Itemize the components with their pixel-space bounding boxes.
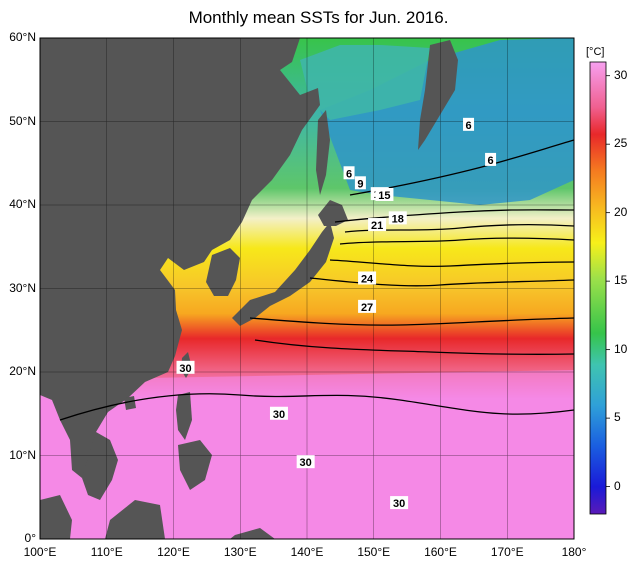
map-frame xyxy=(39,37,575,540)
contour-9 xyxy=(334,209,575,223)
lat-label: 20°N xyxy=(9,364,36,378)
lon-label: 130°E xyxy=(223,545,257,559)
contour-label-bg xyxy=(390,496,409,510)
contour-label-bg xyxy=(388,211,407,225)
map-title: Monthly mean SSTs for Jun. 2016. xyxy=(188,8,449,27)
colorbar-tick-label: 15 xyxy=(614,273,628,288)
contour-label: 6 xyxy=(465,120,471,132)
lon-label: 100°E xyxy=(23,545,57,559)
lon-label: 110°E xyxy=(90,545,123,559)
contour-label-bg xyxy=(358,271,377,285)
lon-label: 180° xyxy=(561,545,587,559)
contour-15 xyxy=(339,237,575,245)
contour-label: 30 xyxy=(273,409,285,421)
colorbar-tick-label: 20 xyxy=(614,204,628,219)
indochina-coast xyxy=(82,432,118,500)
contour-24 xyxy=(249,317,575,326)
contour-label-bg xyxy=(354,176,366,190)
lon-label: 160°E xyxy=(424,545,457,559)
lat-label: 0° xyxy=(24,531,36,545)
contour-label-bg xyxy=(485,152,497,166)
contour-label: 21 xyxy=(371,220,383,232)
colorbar-tick-label: 25 xyxy=(614,136,628,151)
contour-label-bg xyxy=(358,299,377,313)
colorbar-tick-label: 30 xyxy=(614,67,628,82)
contour-label-bg xyxy=(269,406,288,420)
contour-label-bg xyxy=(343,166,355,180)
lat-label: 10°N xyxy=(9,447,36,462)
japan-honshu xyxy=(232,222,334,326)
contour-label: 27 xyxy=(361,302,373,314)
philippines-south xyxy=(178,440,212,490)
asia-landmass xyxy=(40,38,320,478)
contour-label-bg xyxy=(176,360,195,374)
philippines-luzon xyxy=(176,392,192,440)
contour-label: 30 xyxy=(300,457,312,469)
lon-label: 170°E xyxy=(490,545,524,559)
contour-21 xyxy=(309,277,575,287)
colorbar-tick-label: 10 xyxy=(614,341,628,356)
contour-30 xyxy=(59,393,575,421)
lon-label: 150°E xyxy=(357,545,391,559)
contour-label: 30 xyxy=(179,363,191,375)
colorbar-tick-label: 5 xyxy=(614,410,621,425)
japan-hokkaido xyxy=(318,200,348,226)
lat-label: 60°N xyxy=(9,30,36,44)
contour-label: 6 xyxy=(488,155,494,167)
lon-label: 140°E xyxy=(290,545,324,559)
sakhalin xyxy=(316,110,330,195)
borneo xyxy=(105,500,165,539)
new-guinea xyxy=(230,528,275,539)
lat-label: 50°N xyxy=(9,113,36,128)
okhotsk-teal xyxy=(300,45,430,120)
contour-18 xyxy=(329,259,575,268)
colorbar-ticks xyxy=(606,75,610,488)
contour-label: 15 xyxy=(378,190,390,202)
colorbar-unit: [°C] xyxy=(586,46,605,58)
colorbar-tick-label: 0 xyxy=(614,478,621,493)
contour-label: 24 xyxy=(361,273,374,285)
lat-label: 40°N xyxy=(9,197,36,211)
lon-label: 120°E xyxy=(157,545,190,559)
contour-label-bg xyxy=(368,218,387,232)
contour-label-bg xyxy=(463,117,475,131)
hainan xyxy=(124,396,136,410)
kamchatka xyxy=(418,40,458,150)
contour-27 xyxy=(254,339,575,356)
malay-peninsula xyxy=(40,495,72,539)
contour-labels: 666912151821242730303030 xyxy=(176,117,497,510)
korea xyxy=(206,248,240,296)
contour-label-bg xyxy=(375,187,394,201)
lat-label: 30°N xyxy=(9,280,36,295)
contour-label-bg xyxy=(296,455,315,469)
contour-label: 30 xyxy=(393,498,405,510)
sst-contours xyxy=(59,139,575,421)
contour-label: 18 xyxy=(392,213,404,225)
colorbar xyxy=(589,61,607,515)
contour-label: 6 xyxy=(346,168,352,180)
contour-label: 9 xyxy=(357,178,363,190)
